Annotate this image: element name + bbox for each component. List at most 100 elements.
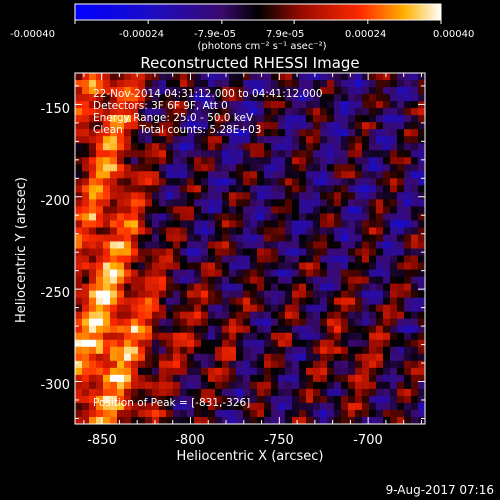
heatmap-cell: [355, 402, 363, 411]
heatmap-cell: [376, 276, 384, 284]
heatmap-cell: [341, 402, 349, 411]
heatmap-cell: [215, 192, 223, 200]
heatmap-cell: [117, 283, 125, 292]
heatmap-cell: [250, 325, 258, 334]
heatmap-cell: [348, 213, 356, 221]
heatmap-cell: [390, 325, 398, 334]
heatmap-cell: [243, 416, 251, 424]
heatmap-cell: [82, 318, 90, 327]
heatmap-cell: [362, 94, 370, 102]
heatmap-cell: [411, 206, 419, 214]
heatmap-cell: [299, 360, 307, 369]
heatmap-cell: [103, 164, 111, 172]
heatmap-cell: [89, 206, 97, 214]
heatmap-cell: [404, 290, 412, 299]
heatmap-cell: [243, 157, 251, 165]
heatmap-cell: [159, 192, 167, 200]
heatmap-cell: [362, 346, 370, 355]
heatmap-cell: [89, 143, 97, 151]
heatmap-cell: [390, 290, 398, 299]
heatmap-cell: [229, 241, 237, 249]
heatmap-cell: [285, 402, 293, 411]
heatmap-cell: [243, 185, 251, 193]
heatmap-cell: [96, 206, 104, 214]
heatmap-cell: [187, 227, 195, 235]
heatmap-cell: [187, 311, 195, 320]
heatmap-cell: [271, 150, 279, 158]
heatmap-cell: [369, 101, 377, 109]
heatmap-cell: [411, 122, 419, 130]
heatmap-cell: [348, 136, 356, 144]
heatmap-cell: [243, 220, 251, 228]
heatmap-cell: [173, 213, 181, 221]
heatmap-cell: [264, 248, 272, 256]
heatmap-cell: [397, 129, 405, 137]
heatmap-cell: [264, 150, 272, 158]
heatmap-cell: [208, 136, 216, 144]
heatmap-cell: [145, 297, 153, 306]
heatmap-cell: [152, 318, 160, 327]
heatmap-cell: [355, 339, 363, 348]
heatmap-cell: [89, 164, 97, 172]
heatmap-cell: [285, 346, 293, 355]
heatmap-cell: [348, 234, 356, 242]
heatmap-cell: [145, 290, 153, 299]
heatmap-cell: [306, 241, 314, 249]
heatmap-cell: [159, 115, 167, 123]
heatmap-cell: [138, 318, 146, 327]
heatmap-cell: [397, 248, 405, 256]
heatmap-cell: [257, 150, 265, 158]
heatmap-cell: [369, 94, 377, 102]
heatmap-cell: [264, 332, 272, 341]
heatmap-cell: [152, 136, 160, 144]
heatmap-cell: [243, 227, 251, 235]
heatmap-cell: [117, 234, 125, 242]
heatmap-cell: [250, 185, 258, 193]
heatmap-cell: [75, 283, 83, 292]
heatmap-cell: [222, 122, 230, 130]
heatmap-cell: [138, 395, 146, 404]
heatmap-cell: [124, 80, 132, 88]
heatmap-cell: [152, 241, 160, 249]
heatmap-cell: [292, 178, 300, 186]
heatmap-cell: [173, 346, 181, 355]
heatmap-cell: [278, 234, 286, 242]
heatmap-cell: [397, 199, 405, 207]
heatmap-cell: [166, 276, 174, 284]
heatmap-cell: [306, 248, 314, 256]
heatmap-cell: [82, 402, 90, 411]
heatmap-cell: [271, 262, 279, 270]
heatmap-cell: [138, 94, 146, 102]
heatmap-cell: [250, 255, 258, 263]
heatmap-cell: [285, 199, 293, 207]
heatmap-cell: [180, 241, 188, 249]
heatmap-cell: [229, 304, 237, 313]
heatmap-cell: [348, 80, 356, 88]
heatmap-cell: [390, 234, 398, 242]
heatmap-cell: [376, 346, 384, 355]
heatmap-cell: [229, 108, 237, 116]
heatmap-cell: [145, 108, 153, 116]
heatmap-cell: [404, 262, 412, 270]
heatmap-cell: [334, 192, 342, 200]
heatmap-cell: [208, 192, 216, 200]
heatmap-cell: [383, 353, 391, 362]
heatmap-cell: [292, 276, 300, 284]
heatmap-cell: [152, 87, 160, 95]
heatmap-cell: [152, 199, 160, 207]
heatmap-cell: [397, 409, 405, 418]
heatmap-cell: [278, 262, 286, 270]
heatmap-cell: [243, 199, 251, 207]
heatmap-cell: [194, 171, 202, 179]
heatmap-cell: [418, 213, 425, 221]
heatmap-cell: [201, 143, 209, 151]
heatmap-cell: [82, 395, 90, 404]
heatmap-cell: [383, 80, 391, 88]
heatmap-cell: [362, 73, 370, 81]
heatmap-cell: [75, 290, 83, 299]
heatmap-cell: [222, 234, 230, 242]
heatmap-cell: [257, 332, 265, 341]
heatmap-cell: [208, 276, 216, 284]
heatmap-cell: [173, 185, 181, 193]
heatmap-cell: [229, 136, 237, 144]
